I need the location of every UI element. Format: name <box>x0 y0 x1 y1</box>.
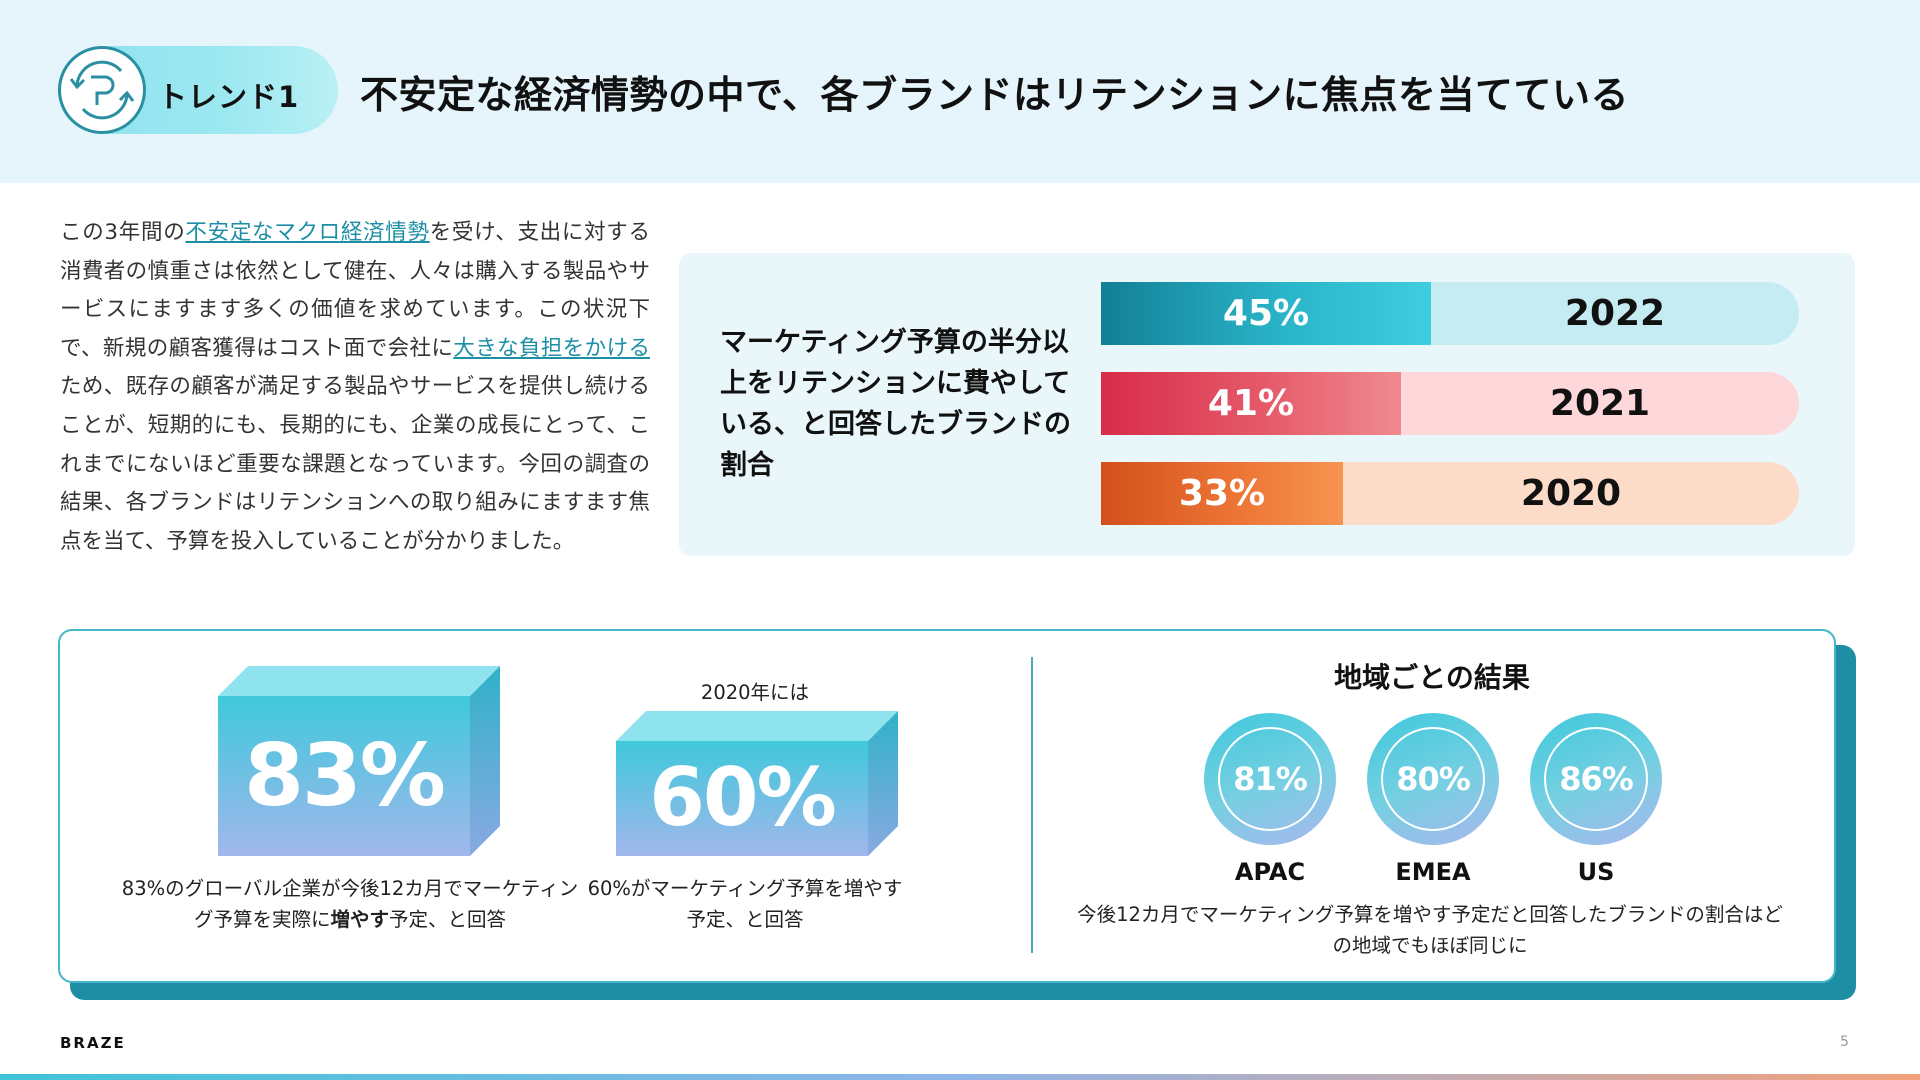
page-number: 5 <box>1840 1034 1849 1050</box>
brand-logo: BRAZE <box>60 1034 126 1052</box>
bar-year-label: 2022 <box>1564 293 1666 334</box>
stat-value-60: 60% <box>649 751 836 844</box>
intro-text: を受け、支出に対する消費者の慎重さは依然として健在、人々は購入する製品やサービス… <box>60 220 650 361</box>
region-value: 81% <box>1233 760 1308 798</box>
region-circle-apac: 81% <box>1204 713 1336 845</box>
bar-value-label: 33% <box>1178 473 1266 514</box>
region-desc: 今後12カ月でマーケティング予算を増やす予定だと回答したブランドの割合はどの地域… <box>1077 903 1783 957</box>
bar-2022: 45% <box>1101 282 1431 345</box>
region-name: US <box>1577 858 1615 886</box>
chart-caption: マーケティング予算の半分以上をリテンションに費やしている、と回答したブランドの割… <box>720 327 1071 481</box>
region-name: EMEA <box>1395 858 1471 886</box>
stat-desc-text: 予定、と回答 <box>389 908 507 931</box>
year-2020-caption: 2020年には <box>700 681 810 704</box>
gradient-footer-bar <box>0 1074 1920 1080</box>
box-83: 83% <box>218 666 500 858</box>
stat-desc-60: 60%がマーケティング予算を増やす予定、と回答 <box>587 877 903 931</box>
bar-2021: 41% <box>1101 372 1401 435</box>
box-60: 60% <box>616 711 898 858</box>
intro-text: この3年間の <box>60 220 186 245</box>
link-acquisition-cost[interactable]: 大きな負担をかける <box>453 335 650 361</box>
region-title: 地域ごとの結果 <box>1334 661 1530 694</box>
bar-value-label: 41% <box>1207 383 1295 424</box>
intro-text: ため、既存の顧客が満足する製品やサービスを提供し続けることが、短期的にも、長期的… <box>60 374 650 554</box>
stat-desc-bold: 増やす <box>330 908 389 931</box>
page-title: 不安定な経済情勢の中で、各ブランドはリテンションに焦点を当てている <box>360 73 1629 117</box>
bar-2020: 33% <box>1101 462 1343 525</box>
bar-value-label: 45% <box>1222 293 1310 334</box>
stat-desc-83: 83%のグローバル企業が今後12カ月でマーケティング予算を実際に増やす予定、と回… <box>120 873 580 935</box>
region-value: 86% <box>1559 760 1634 798</box>
bar-year-label: 2020 <box>1520 473 1622 514</box>
region-circle-emea: 80% <box>1367 713 1499 845</box>
region-circle-us: 86% <box>1530 713 1662 845</box>
intro-paragraph: この3年間の不安定なマクロ経済情勢を受け、支出に対する消費者の慎重さは依然として… <box>60 214 650 561</box>
circle-ring <box>1381 727 1485 831</box>
circle-ring <box>1218 727 1322 831</box>
region-value: 80% <box>1396 760 1471 798</box>
link-macro-economy[interactable]: 不安定なマクロ経済情勢 <box>185 220 430 245</box>
card-divider <box>1031 657 1033 953</box>
bar-year-label: 2021 <box>1549 383 1651 424</box>
trend-label: トレンド1 <box>158 80 300 114</box>
stat-value-83: 83% <box>244 726 446 826</box>
region-name: APAC <box>1234 858 1306 886</box>
retention-cycle-icon <box>58 46 146 134</box>
stat-desc-text: 83%のグローバル企業が今後12カ月でマーケティング予算を実際に <box>121 877 579 931</box>
circle-ring <box>1544 727 1648 831</box>
